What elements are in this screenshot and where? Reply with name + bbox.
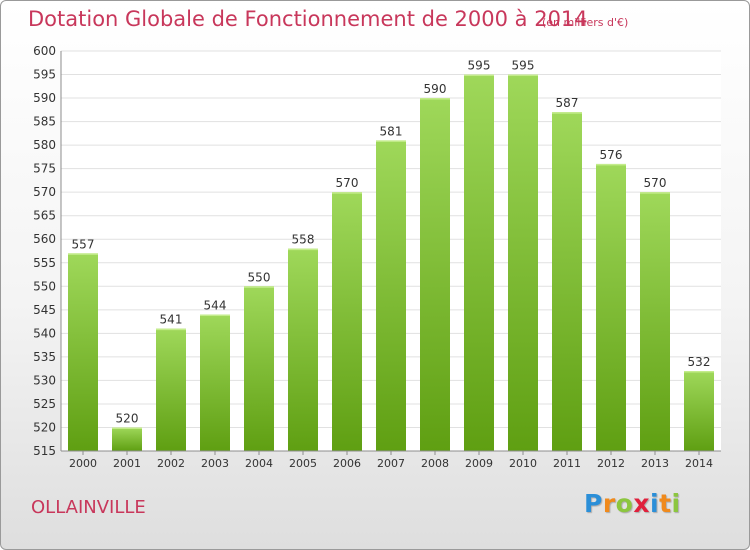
bar-2008 [420,98,450,451]
bar-highlight [552,112,582,114]
data-label: 570 [336,176,359,190]
y-tick-label: 585 [33,115,56,129]
data-label: 595 [468,59,491,73]
bar-highlight [288,248,318,251]
bar-highlight [420,98,450,100]
data-label: 541 [160,313,183,327]
bar-2010 [508,74,538,451]
data-label: 590 [424,82,447,96]
bar-2005 [288,248,318,451]
bar-highlight [376,140,406,142]
y-tick-label: 555 [33,256,56,270]
bar-2000 [68,253,98,451]
y-tick-label: 535 [33,350,56,364]
bar-2006 [332,192,362,452]
y-tick-label: 530 [33,373,56,387]
bar-highlight [508,74,538,77]
data-label: 520 [116,411,139,425]
y-tick-label: 580 [33,138,56,152]
logo-letter: t [659,489,672,518]
data-label: 557 [72,237,95,251]
x-tick-label: 2011 [553,457,581,470]
x-tick-label: 2007 [377,457,405,470]
y-tick-label: 590 [33,91,56,105]
y-tick-label: 520 [33,420,56,434]
bar-highlight [244,286,274,288]
data-label: 576 [600,148,623,162]
bar-2003 [200,314,230,451]
x-tick-label: 2009 [465,457,493,470]
bar-highlight [68,253,98,255]
x-tick-label: 2002 [157,457,185,470]
bar-2014 [684,371,714,451]
bar-2012 [596,163,626,452]
x-tick-label: 2001 [113,457,141,470]
bar-2013 [640,192,670,452]
bar-highlight [200,314,230,317]
logo-letter: i [671,489,681,518]
y-tick-label: 545 [33,303,56,317]
logo-letter: P [584,489,603,518]
data-label: 581 [380,124,403,138]
proxiti-logo: Proxiti [584,489,681,518]
logo-letter: x [633,489,650,518]
x-tick-label: 2014 [685,457,713,470]
x-tick-label: 2010 [509,457,537,470]
bar-highlight [112,427,142,429]
data-label: 595 [512,59,535,73]
logo-letter: o [615,489,634,518]
commune-name: OLLAINVILLE [31,497,146,518]
x-tick-label: 2012 [597,457,625,470]
bar-highlight [332,192,362,194]
y-tick-label: 575 [33,162,56,176]
chart-title: Dotation Globale de Fonctionnement de 20… [28,7,588,31]
x-tick-label: 2003 [201,457,229,470]
bar-2011 [552,112,582,452]
bar-highlight [156,328,186,331]
logo-letter: i [650,489,660,518]
x-tick-label: 2008 [421,457,449,470]
y-tick-label: 550 [33,279,56,293]
unit-note: (en milliers d'€) [542,16,629,29]
data-label: 544 [204,299,227,313]
data-label: 570 [644,176,667,190]
y-tick-label: 565 [33,209,56,223]
y-tick-label: 515 [33,444,56,458]
x-tick-label: 2000 [69,457,97,470]
x-tick-label: 2013 [641,457,669,470]
bar-highlight [596,163,626,166]
x-tick-label: 2004 [245,457,273,470]
bar-highlight [640,192,670,194]
bar-2009 [464,74,494,451]
y-tick-label: 600 [33,44,56,58]
bar-highlight [464,74,494,77]
bar-2004 [244,286,274,451]
bar-2007 [376,140,406,452]
bar-2001 [112,427,142,451]
y-tick-label: 540 [33,326,56,340]
y-tick-label: 525 [33,397,56,411]
bar-2002 [156,328,186,451]
logo-letter: r [602,489,616,518]
x-tick-label: 2006 [333,457,361,470]
y-tick-label: 560 [33,232,56,246]
data-label: 532 [688,355,711,369]
data-label: 558 [292,233,315,247]
data-label: 550 [248,270,271,284]
x-tick-label: 2005 [289,457,317,470]
data-label: 587 [556,96,579,110]
y-tick-label: 570 [33,185,56,199]
bar-highlight [684,371,714,373]
y-tick-label: 595 [33,68,56,82]
